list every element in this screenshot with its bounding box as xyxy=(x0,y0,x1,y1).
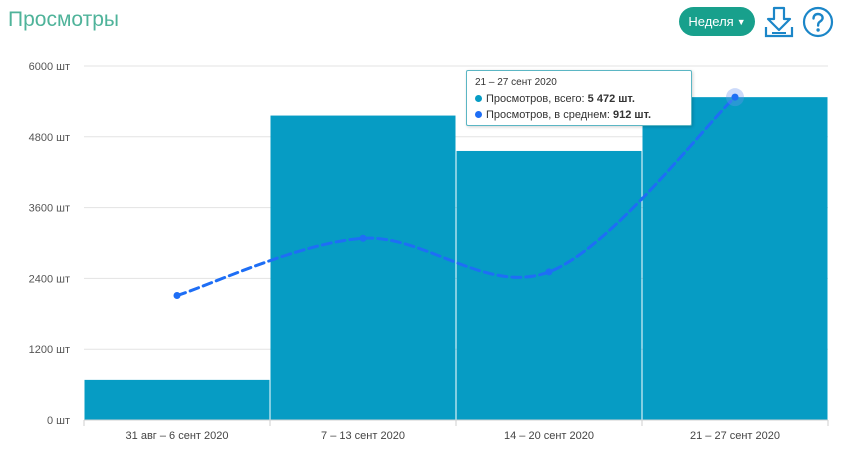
bar[interactable] xyxy=(642,97,828,420)
tooltip-total-value: 5 472 шт. xyxy=(587,93,635,105)
line-point[interactable] xyxy=(359,234,367,242)
y-tick-label: 3600 шт xyxy=(29,203,70,215)
period-select-button[interactable]: Неделя ▼ xyxy=(679,7,755,36)
tooltip-avg-row: Просмотров, в среднем: 912 шт. xyxy=(475,107,683,123)
chart-tooltip: 21 – 27 сент 2020 Просмотров, всего: 5 4… xyxy=(466,70,692,126)
x-tick-label: 14 – 20 сент 2020 xyxy=(504,430,594,442)
download-icon[interactable] xyxy=(763,5,795,39)
tooltip-total-label: Просмотров, всего: xyxy=(486,93,585,105)
line-point[interactable] xyxy=(545,268,553,276)
tooltip-avg-value: 912 шт. xyxy=(613,109,652,121)
x-tick-label: 21 – 27 сент 2020 xyxy=(690,430,780,442)
y-tick-label: 0 шт xyxy=(47,415,70,427)
bar[interactable] xyxy=(270,115,456,420)
bar[interactable] xyxy=(84,379,270,420)
chevron-down-icon: ▼ xyxy=(736,16,746,27)
line-point[interactable] xyxy=(173,292,181,300)
x-tick-label: 7 – 13 сент 2020 xyxy=(321,430,405,442)
period-select-label: Неделя xyxy=(688,14,734,29)
page-title: Просмотры xyxy=(8,8,119,31)
total-series-dot-icon xyxy=(475,95,482,102)
tooltip-date: 21 – 27 сент 2020 xyxy=(475,77,557,88)
tooltip-total-row: Просмотров, всего: 5 472 шт. xyxy=(475,91,683,107)
tooltip-avg-label: Просмотров, в среднем: xyxy=(486,109,610,121)
y-tick-label: 1200 шт xyxy=(29,344,70,356)
y-tick-label: 2400 шт xyxy=(29,273,70,285)
avg-series-dot-icon xyxy=(475,111,482,118)
x-tick-label: 31 авг – 6 сент 2020 xyxy=(126,430,229,442)
help-icon[interactable] xyxy=(802,6,834,38)
bar[interactable] xyxy=(456,150,642,420)
line-point[interactable] xyxy=(731,93,739,101)
y-tick-label: 4800 шт xyxy=(29,132,70,144)
y-tick-label: 6000 шт xyxy=(29,61,70,73)
avg-series-line xyxy=(175,95,737,298)
